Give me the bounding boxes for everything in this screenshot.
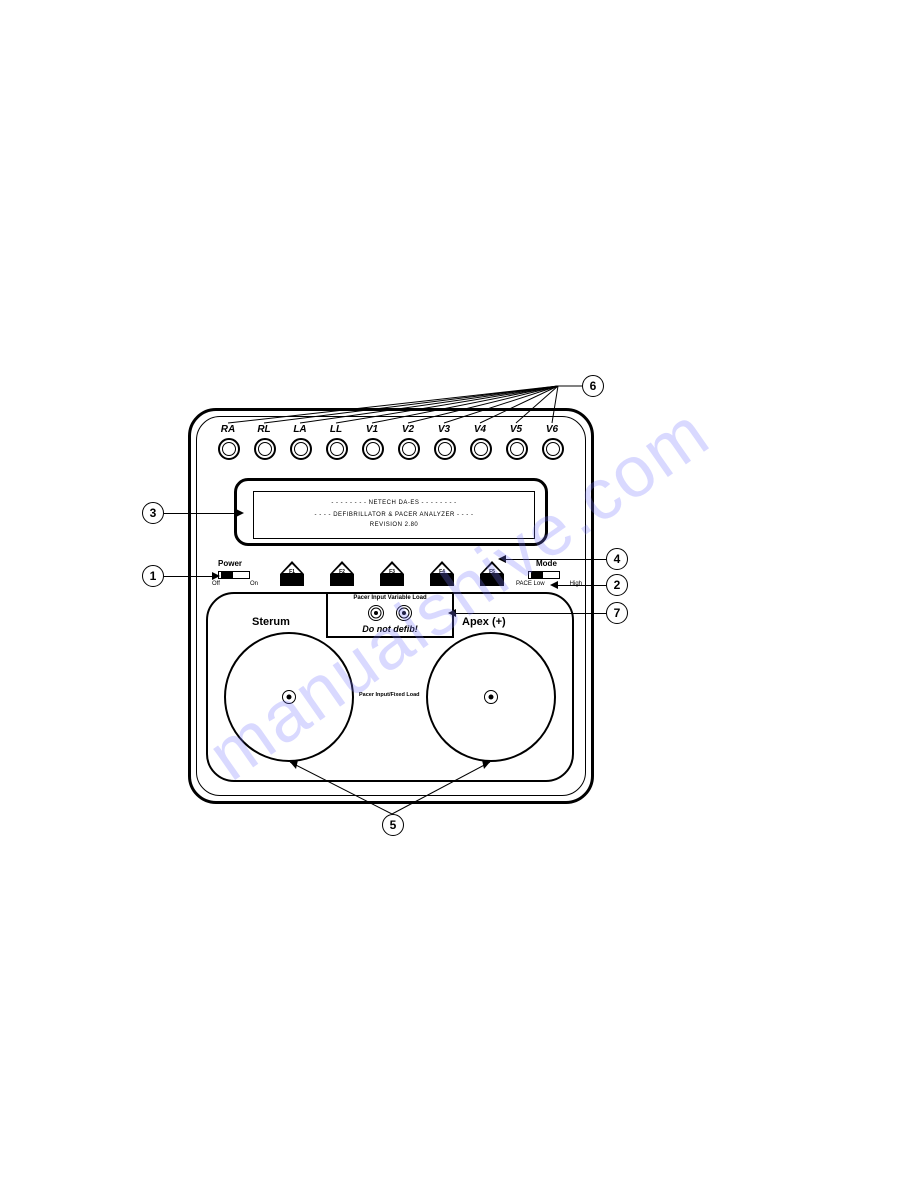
pacer-variable-title: Pacer Input Variable Load [328,595,452,601]
callout-1: 1 [142,565,164,587]
callout-2: 2 [606,574,628,596]
pacer-jack-1[interactable] [368,605,384,621]
pacer-warn: Do not defib! [328,624,452,634]
callout-7: 7 [606,602,628,624]
callout-5: 5 [382,814,404,836]
pacer-jack-2[interactable] [396,605,412,621]
pacer-variable-box: Pacer Input Variable Load Do not defib! [326,592,454,638]
callout-3: 3 [142,502,164,524]
callout-6: 6 [582,375,604,397]
device-diagram: RA RL LA LL V1 V2 V3 V4 V5 V6 - - - - - … [174,370,608,804]
callout-4: 4 [606,548,628,570]
